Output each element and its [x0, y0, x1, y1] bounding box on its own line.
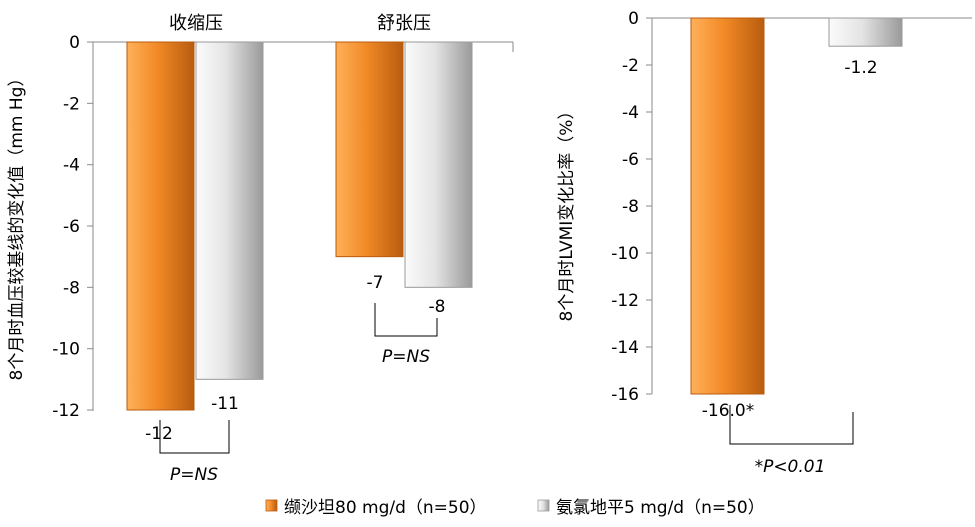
- right-y-tick-label: -14: [611, 338, 639, 358]
- right-y-tick-label: -4: [622, 103, 639, 123]
- right-y-tick-label: -2: [622, 56, 639, 76]
- right-y-tick-label: -6: [622, 150, 639, 170]
- right-y-tick-label: -10: [611, 244, 639, 264]
- left-data-label-amlodipine-0: -11: [211, 394, 239, 414]
- right-data-label-valsartan-0: -16.0*: [702, 401, 755, 421]
- lvmi-p-bracket: [729, 405, 854, 445]
- left-bar-amlodipine-1: [404, 41, 473, 288]
- left-data-label-valsartan-1: -7: [367, 273, 384, 293]
- legend-label-valsartan: 缬沙坦80 mg/d（n=50）: [284, 498, 487, 518]
- left-y-tick-label: -10: [52, 340, 80, 360]
- left-data-label-valsartan-0: -12: [145, 424, 173, 444]
- systolic-p-bracket: [159, 420, 230, 454]
- bp-change-chart: 0 -2 -4 -6 -8 -10 -12 -12 -11 -7 -8 收缩压 舒张压 8个月时血…: [7, 13, 514, 485]
- left-y-tick-label: -4: [63, 156, 80, 176]
- lvmi-change-chart: 0 -2 -4 -6 -8 -10 -12 -14 -16 -16.0* -1.2 8个月时LVM…: [557, 9, 972, 477]
- right-data-label-amlodipine-0: -1.2: [844, 58, 877, 78]
- left-bar-amlodipine-0: [195, 41, 264, 380]
- left-y-tick-label: 0: [69, 33, 80, 53]
- diastolic-category-title: 舒张压: [377, 13, 431, 34]
- right-y-tick-label: -12: [611, 291, 639, 311]
- right-bar-amlodipine-0: [828, 17, 903, 47]
- right-y-axis-label: 8个月时LVMI变化比率（%）: [557, 103, 577, 322]
- left-data-label-amlodipine-1: -8: [429, 297, 446, 317]
- legend-swatch-valsartan: [265, 499, 278, 512]
- left-bar-valsartan-1: [335, 41, 404, 258]
- left-y-tick-label: -6: [63, 217, 80, 237]
- chart-legend: 缬沙坦80 mg/d（n=50） 氨氯地平5 mg/d（n=50）: [265, 498, 765, 518]
- diastolic-p-value: P=NS: [382, 347, 430, 367]
- right-bar-valsartan-0: [690, 17, 765, 395]
- left-y-axis-label: 8个月时血压较基线的变化值（mm Hg）: [7, 70, 27, 381]
- right-y-tick-label: 0: [628, 9, 639, 29]
- right-y-tick-label: -16: [611, 385, 639, 405]
- legend-swatch-amlodipine: [537, 499, 550, 512]
- systolic-p-value: P=NS: [170, 465, 218, 485]
- left-bar-valsartan-0: [126, 41, 195, 411]
- lvmi-p-value: *P<0.01: [755, 457, 826, 477]
- right-y-tick-label: -8: [622, 197, 639, 217]
- left-y-tick-label: -2: [63, 94, 80, 114]
- systolic-category-title: 收缩压: [169, 13, 223, 34]
- left-y-tick-label: -12: [52, 401, 80, 421]
- left-y-tick-label: -8: [63, 278, 80, 298]
- legend-label-amlodipine: 氨氯地平5 mg/d（n=50）: [556, 498, 765, 518]
- diastolic-p-bracket: [374, 303, 438, 337]
